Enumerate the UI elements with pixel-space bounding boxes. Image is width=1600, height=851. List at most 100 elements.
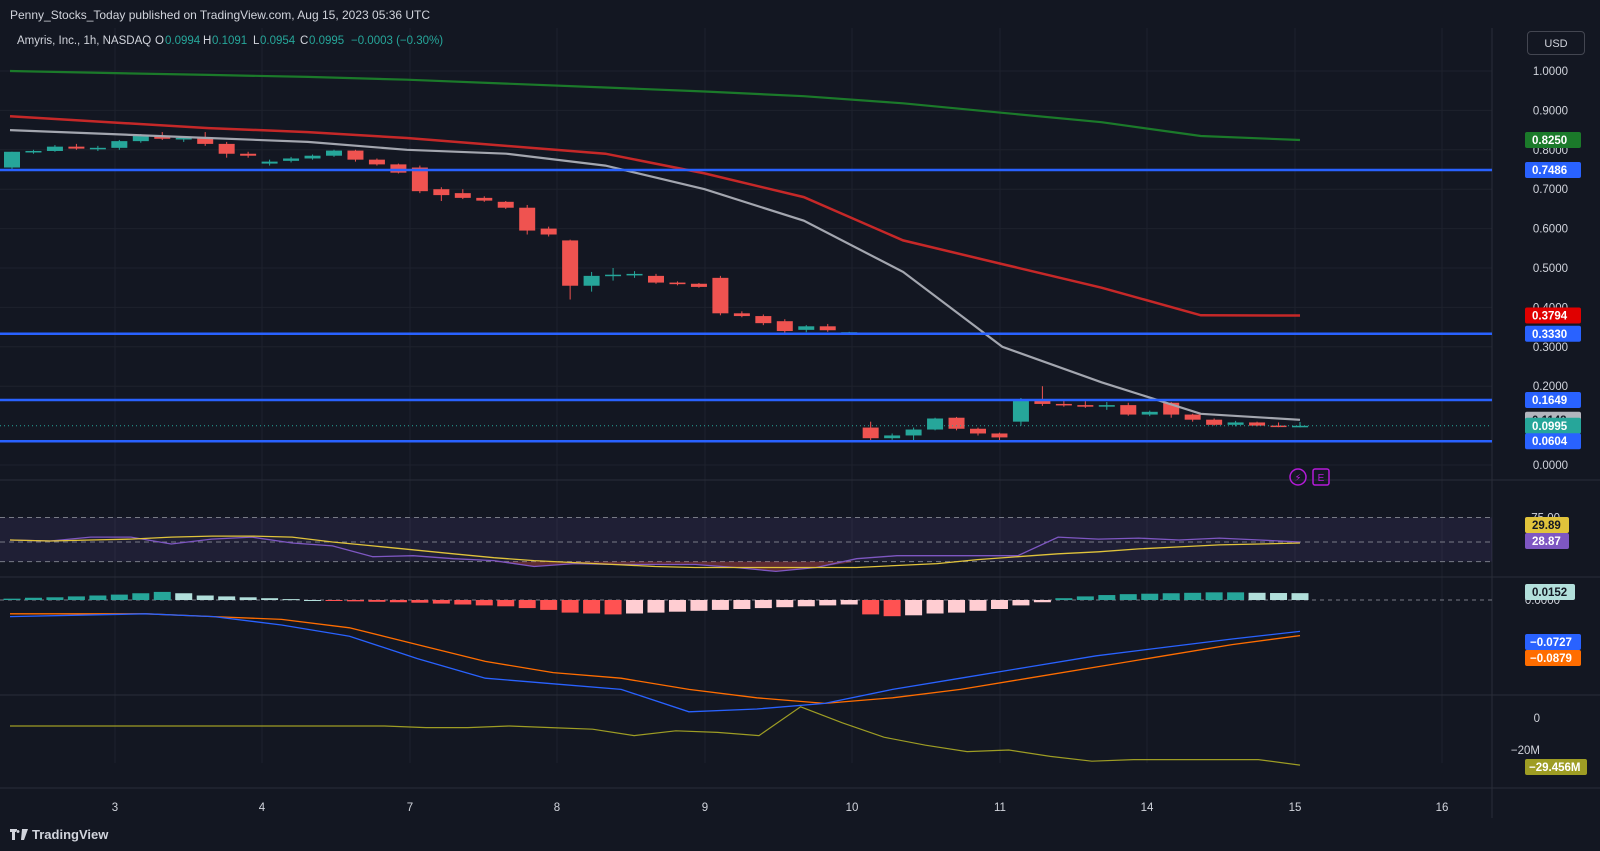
candle-body: [1206, 419, 1223, 425]
candle-body: [218, 143, 235, 154]
legend: Amyris, Inc., 1h, NASDAQ O 0.0994 H 0.10…: [17, 35, 443, 47]
candle: [884, 433, 901, 440]
signal-label-box: [1525, 650, 1581, 666]
macd-hist-bar: [604, 600, 622, 615]
macd-hist-bar: [304, 600, 322, 601]
symbol-name: Amyris, Inc., 1h, NASDAQ: [17, 35, 151, 47]
candle-body: [454, 193, 471, 198]
high-value: 0.1091: [212, 35, 247, 47]
label-level-2: 0.1649: [1532, 395, 1567, 407]
volume-indicator-line: [10, 706, 1301, 766]
label-last-price-box: [1525, 417, 1581, 434]
candle: [218, 141, 235, 158]
candle-body: [476, 197, 493, 201]
candle-body: [712, 277, 729, 314]
moving-averages: [0, 69, 1492, 427]
candle: [1206, 418, 1223, 426]
x-tick-label: 4: [259, 802, 266, 814]
horizontal-levels[interactable]: [0, 168, 1492, 443]
macd-hist-bar: [67, 596, 85, 600]
candle-body: [240, 153, 257, 156]
candle: [368, 158, 385, 166]
macd-label-box: [1525, 634, 1581, 650]
macd-hist-bar: [647, 600, 665, 613]
grid: [0, 28, 1492, 763]
candle-body: [433, 189, 450, 196]
macd-hist-bar: [583, 600, 601, 614]
candle: [1270, 422, 1287, 428]
candle-body: [948, 417, 965, 429]
candle: [1098, 401, 1115, 410]
candle: [1184, 413, 1201, 422]
macd-hist-label-box: [1525, 584, 1575, 600]
candle-body: [261, 161, 278, 164]
macd-hist-bar: [153, 591, 171, 600]
macd-hist-bar: [261, 598, 279, 600]
macd-hist-bar: [733, 600, 751, 609]
candle: [476, 196, 493, 202]
candle-body: [347, 150, 364, 160]
macd-hist-bar: [969, 600, 987, 611]
x-tick-label: 16: [1436, 802, 1449, 814]
sma-red-line: [9, 115, 1301, 317]
rsi-ma-label: 29.89: [1532, 520, 1561, 532]
macd-hist-bar: [411, 600, 429, 603]
currency-button[interactable]: USD: [1527, 31, 1585, 55]
candle: [712, 275, 729, 316]
label-sma-red: 0.3794: [1532, 311, 1568, 323]
open-label: O: [155, 35, 164, 47]
macd-hist-bar: [282, 599, 300, 601]
macd-hist-bar: [1055, 598, 1073, 600]
candle-body: [304, 155, 321, 159]
x-tick-label: 3: [112, 802, 118, 814]
macd-hist-bar: [1270, 593, 1288, 600]
chart-area[interactable]: 1.00000.90000.80000.70000.60000.50000.40…: [0, 28, 1600, 818]
publisher-bar: Penny_Stocks_Today published on TradingV…: [0, 0, 1600, 28]
macd-pane: [0, 591, 1492, 713]
candle-body: [755, 316, 772, 324]
macd-hist-bar: [132, 593, 150, 600]
macd-hist-bar: [325, 600, 343, 601]
candle-body: [4, 151, 20, 168]
footer: TradingView: [0, 818, 1600, 851]
macd-signal-line: [10, 613, 1301, 705]
x-tick-label: 14: [1141, 802, 1154, 814]
sma-green-line: [9, 69, 1301, 142]
y-tick-label: 0.5000: [1533, 263, 1568, 275]
candle: [1292, 422, 1308, 428]
publisher-text: Penny_Stocks_Today published on TradingV…: [10, 8, 431, 22]
macd-hist-bar: [389, 600, 407, 603]
tradingview-brand[interactable]: TradingView: [10, 827, 108, 842]
event-badges[interactable]: ⚡ E: [1289, 468, 1330, 486]
candle-body: [411, 167, 428, 192]
change-value: −0.0003 (−0.30%): [351, 35, 443, 47]
candle: [905, 427, 922, 441]
macd-hist-bar: [626, 600, 644, 614]
candle: [583, 271, 600, 292]
candle-body: [175, 137, 192, 140]
candles[interactable]: [4, 132, 1308, 441]
candle: [4, 151, 20, 170]
candle-body: [154, 136, 171, 139]
candle: [669, 281, 686, 286]
candle-body: [1012, 399, 1029, 422]
x-tick-label: 15: [1289, 802, 1302, 814]
label-level-1: 0.3330: [1532, 329, 1567, 341]
macd-hist-bar: [754, 600, 772, 609]
macd-hist-bar: [540, 600, 558, 610]
volume-tick-label: −20M: [1511, 745, 1540, 757]
open-value: 0.0994: [165, 35, 201, 47]
candle-body: [540, 228, 557, 235]
candle-body: [1270, 425, 1287, 428]
macd-hist-bar: [497, 600, 515, 607]
macd-hist-bar: [3, 598, 21, 600]
candle-body: [519, 207, 536, 231]
label-level-3-box: [1525, 433, 1581, 450]
macd-hist-bar: [368, 600, 386, 602]
macd-hist-bar: [862, 600, 880, 615]
candle: [89, 145, 106, 151]
macd-hist-bar: [175, 593, 193, 600]
candle: [390, 163, 407, 174]
macd-hist-bar: [89, 595, 107, 600]
macd-hist-bar: [926, 600, 944, 614]
